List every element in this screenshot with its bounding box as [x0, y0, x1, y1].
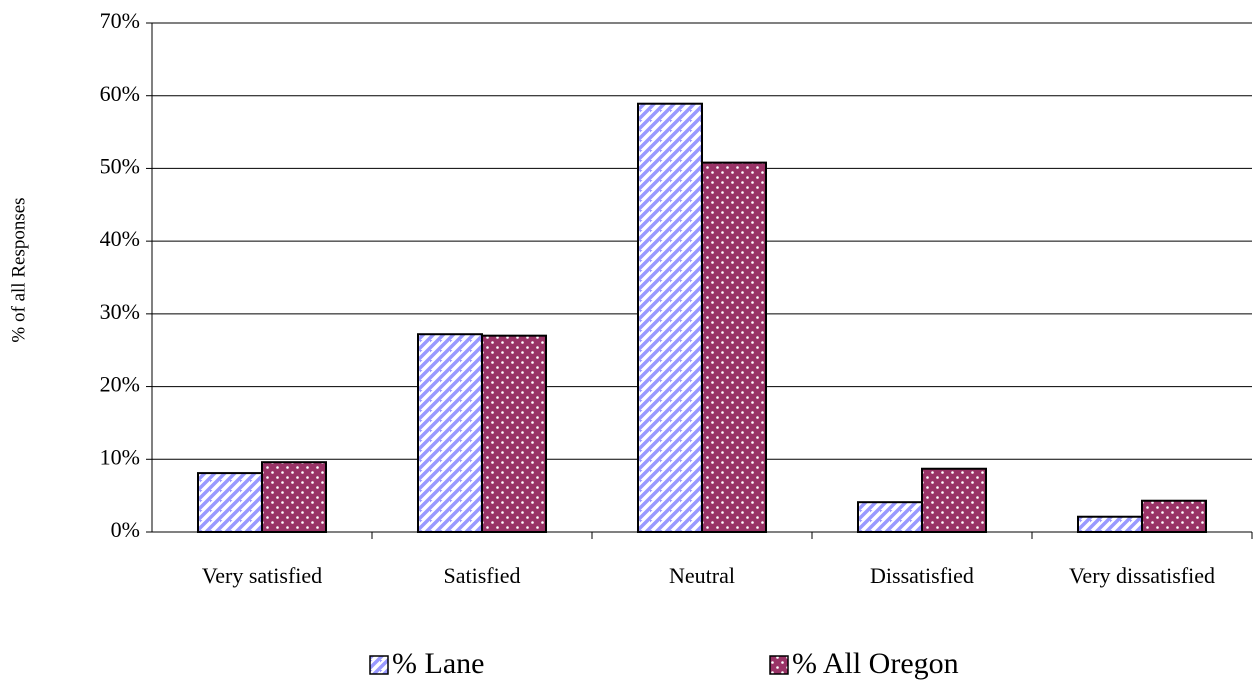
x-tick-label: Very dissatisfied	[1069, 563, 1215, 588]
legend-label: % All Oregon	[792, 647, 959, 680]
legend-swatch	[769, 655, 789, 675]
y-tick-label: 70%	[100, 8, 140, 33]
bar	[481, 334, 547, 533]
bar	[1141, 499, 1207, 533]
x-tick-label: Neutral	[669, 563, 735, 588]
bar	[857, 501, 923, 533]
y-axis-label: % of all Responses	[8, 197, 29, 342]
bar	[417, 333, 483, 533]
y-tick-label: 30%	[100, 299, 140, 324]
bar	[701, 161, 767, 534]
bar	[921, 467, 987, 534]
legend-swatch	[369, 655, 389, 675]
y-tick-label: 20%	[100, 372, 140, 397]
y-tick-label: 60%	[100, 81, 140, 106]
bar	[261, 461, 327, 533]
x-tick-label: Dissatisfied	[870, 563, 974, 588]
bar	[1077, 515, 1143, 533]
bar	[197, 472, 263, 534]
y-tick-label: 50%	[100, 153, 140, 178]
legend-label: % Lane	[392, 647, 484, 680]
y-tick-label: 40%	[100, 226, 140, 251]
y-tick-label: 0%	[111, 517, 140, 542]
x-tick-label: Satisfied	[444, 563, 521, 588]
y-tick-label: 10%	[100, 444, 140, 469]
x-tick-label: Very satisfied	[202, 563, 322, 588]
bar	[637, 102, 703, 533]
